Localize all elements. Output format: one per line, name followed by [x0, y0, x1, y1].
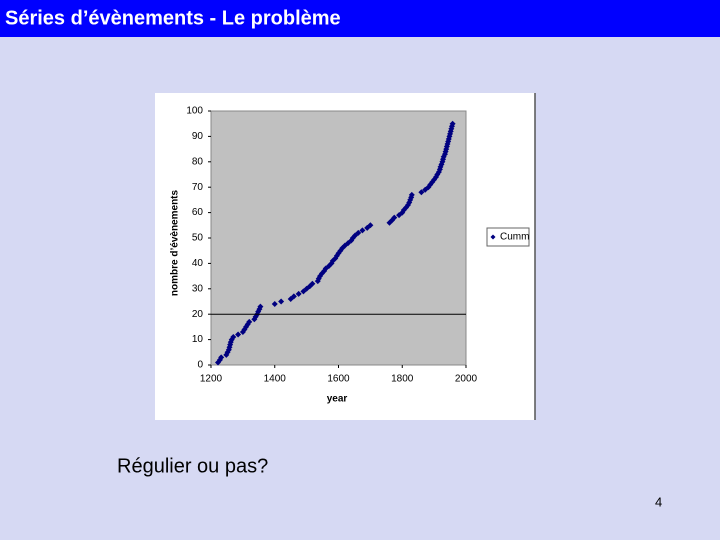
point — [295, 290, 302, 297]
legend-marker — [490, 234, 496, 240]
point — [449, 120, 456, 127]
x-axis-label: year — [327, 394, 348, 405]
point — [278, 298, 285, 305]
y-tick-label: 10 — [192, 334, 204, 345]
y-tick-label: 20 — [192, 309, 204, 320]
y-tick-label: 80 — [192, 156, 204, 167]
point — [290, 293, 297, 300]
point — [230, 334, 237, 341]
x-tick-label: 2000 — [455, 374, 478, 385]
point — [235, 331, 242, 338]
slide-title: Séries d’évènements - Le problème — [5, 7, 341, 29]
plot-area — [210, 110, 467, 366]
x-tick-label: 1400 — [264, 374, 287, 385]
y-tick-label: 30 — [192, 283, 204, 294]
point — [367, 222, 374, 229]
point — [271, 301, 278, 308]
point — [408, 191, 415, 198]
y-tick-label: 100 — [186, 106, 203, 117]
page-number: 4 — [655, 494, 662, 509]
point — [359, 227, 366, 234]
plot — [215, 120, 456, 366]
point — [246, 318, 253, 325]
point — [418, 189, 425, 196]
caption: Régulier ou pas? — [117, 455, 268, 477]
y-tick-label: 60 — [192, 207, 204, 218]
point — [257, 303, 264, 310]
y-tick-label: 50 — [192, 233, 204, 244]
y-tick-label: 70 — [192, 182, 204, 193]
x-tick-label: 1200 — [200, 374, 223, 385]
y-axis-label: nombre d’évènements — [170, 189, 181, 296]
title-bar — [0, 0, 720, 37]
x-tick-label: 1800 — [391, 374, 414, 385]
y-tick-label: 90 — [192, 131, 204, 142]
point — [218, 354, 225, 361]
y-tick-label: 0 — [197, 360, 203, 371]
point — [309, 280, 316, 287]
x-tick-label: 1600 — [327, 374, 350, 385]
point — [391, 214, 398, 221]
legend — [486, 227, 530, 247]
y-tick-label: 40 — [192, 258, 204, 269]
point — [355, 229, 362, 236]
legend-label: Cumm — [500, 232, 529, 243]
